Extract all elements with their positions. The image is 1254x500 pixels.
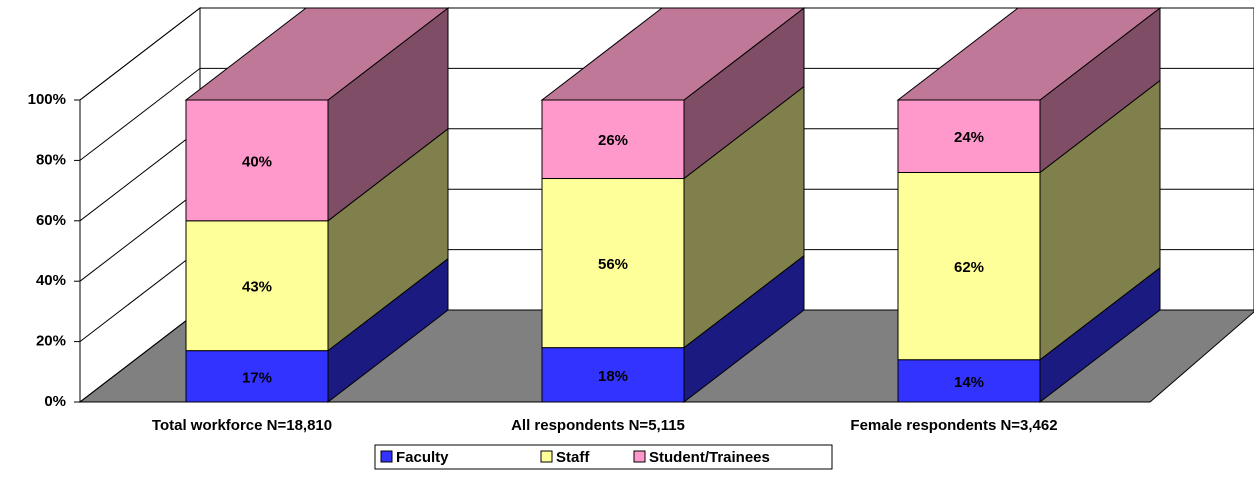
bar-segment bbox=[541, 99, 685, 180]
grid-line bbox=[79, 188, 201, 282]
x-tick-label: All respondents N=5,115 bbox=[511, 417, 685, 434]
value-label: 14% bbox=[954, 374, 984, 391]
value-label: 24% bbox=[954, 129, 984, 146]
value-label: 40% bbox=[242, 153, 272, 170]
value-label: 56% bbox=[598, 256, 628, 273]
y-tick-label: 80% bbox=[36, 151, 66, 168]
grid-line bbox=[79, 309, 201, 403]
legend-label: Student/Trainees bbox=[649, 449, 770, 466]
legend-label: Faculty bbox=[396, 449, 449, 466]
bar-top bbox=[896, 7, 1162, 101]
value-label: 43% bbox=[242, 279, 272, 296]
legend-box bbox=[374, 444, 833, 470]
bar-top bbox=[184, 7, 450, 101]
value-label: 17% bbox=[242, 369, 272, 386]
grid-line bbox=[79, 128, 201, 222]
bar-top bbox=[540, 7, 806, 101]
value-label: 62% bbox=[954, 259, 984, 276]
legend-swatch bbox=[540, 450, 553, 463]
grid-line bbox=[79, 249, 201, 342]
y-tick-label: 0% bbox=[44, 393, 66, 410]
grid-line bbox=[79, 7, 201, 101]
x-tick-label: Total workforce N=18,810 bbox=[152, 417, 332, 434]
bar-segment bbox=[897, 99, 1041, 173]
value-label: 18% bbox=[598, 368, 628, 385]
bar-segment bbox=[185, 350, 329, 403]
value-label: 26% bbox=[598, 132, 628, 149]
bar-segment bbox=[185, 99, 329, 222]
legend-swatch bbox=[633, 450, 646, 463]
y-tick-label: 20% bbox=[36, 333, 66, 350]
grid-line bbox=[79, 68, 201, 161]
y-tick-label: 100% bbox=[28, 91, 66, 108]
bar-segment bbox=[541, 347, 685, 403]
bar-segment bbox=[897, 171, 1041, 361]
legend-swatch bbox=[380, 450, 393, 463]
y-tick-label: 40% bbox=[36, 272, 66, 289]
x-tick-label: Female respondents N=3,462 bbox=[850, 417, 1057, 434]
y-tick-label: 60% bbox=[36, 212, 66, 229]
legend-label: Staff bbox=[556, 449, 590, 466]
